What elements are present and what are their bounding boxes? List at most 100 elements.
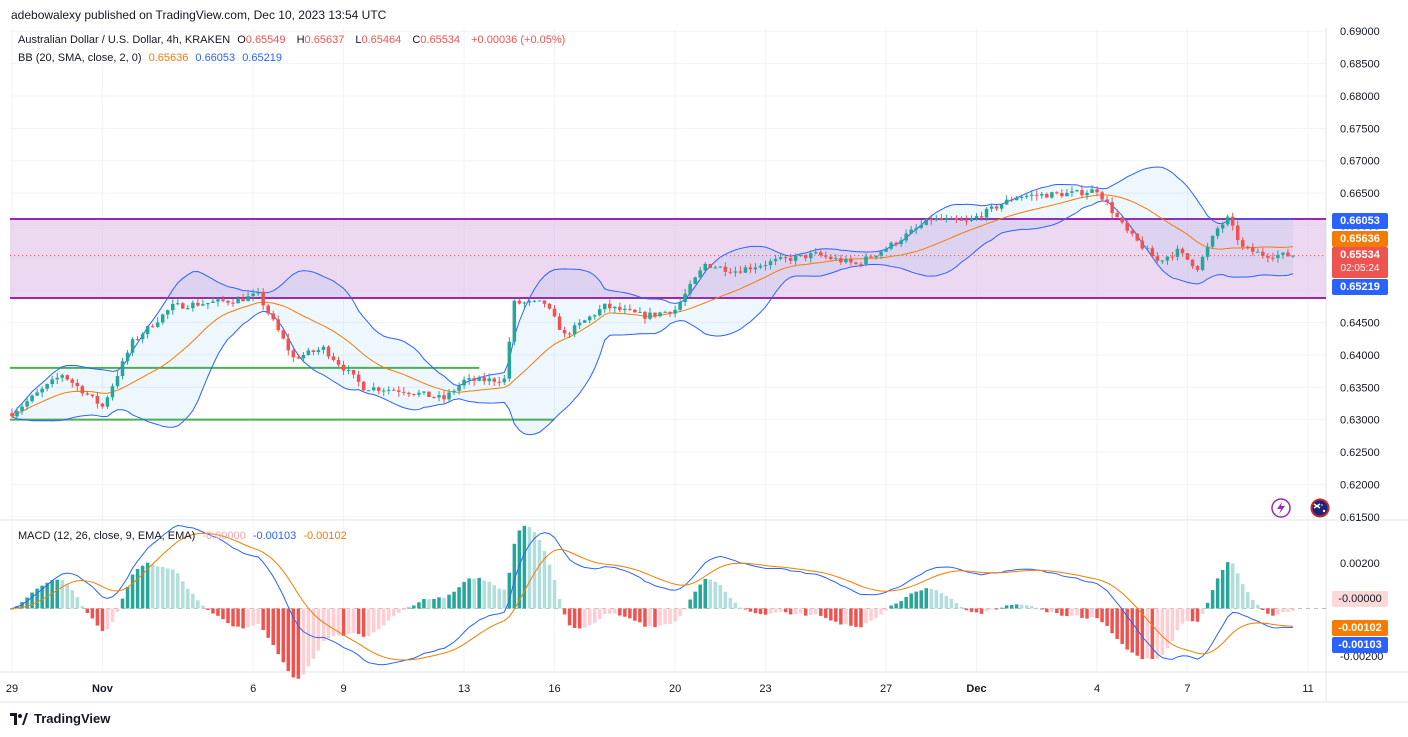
macd-histogram-bar [191, 593, 195, 609]
macd-histogram-bar [1235, 573, 1240, 609]
candle [55, 377, 59, 380]
symbol-title[interactable]: Australian Dollar / U.S. Dollar, 4h, KRA… [18, 34, 231, 46]
macd-histogram-bar [477, 577, 481, 609]
candle [567, 333, 572, 335]
candle [813, 252, 818, 254]
macd-histogram-bar [884, 608, 888, 611]
macd-histogram-bar [1261, 608, 1265, 610]
macd-histogram-bar [869, 608, 873, 621]
candle [663, 311, 667, 313]
candle [793, 255, 798, 261]
low-label: L [355, 34, 362, 46]
bb-lower-tag: 0.65219 [1332, 279, 1388, 295]
macd-histogram-bar [1004, 605, 1009, 609]
candle [1029, 194, 1034, 196]
candle [758, 265, 763, 268]
macd-histogram-bar [211, 608, 215, 614]
candle [1180, 248, 1185, 254]
macd-histogram-bar [824, 608, 828, 618]
macd-histogram-bar [266, 608, 270, 638]
macd-hist-tag: -0.00000 [1332, 591, 1388, 607]
macd-histogram-bar [1200, 608, 1205, 614]
macd-histogram-bar [793, 608, 798, 614]
candle [874, 255, 878, 258]
macd-histogram-bar [522, 525, 527, 609]
macd-histogram-bar [65, 584, 70, 609]
candle [728, 271, 733, 273]
price-tick-label: 0.69000 [1340, 26, 1380, 38]
macd-histogram-bar [738, 607, 743, 609]
macd-histogram-bar [356, 608, 361, 635]
candles [10, 185, 1295, 420]
candle [386, 389, 391, 391]
candle [1150, 248, 1155, 257]
candle [1070, 191, 1074, 193]
macd-histogram-bar [1175, 608, 1180, 631]
candle [80, 386, 85, 394]
macd-pane [10, 524, 1326, 679]
macd-tick-label: 0.00200 [1340, 558, 1380, 570]
candle [25, 401, 29, 407]
candle [110, 386, 115, 398]
candle [502, 378, 507, 383]
candle [1281, 252, 1285, 255]
candle [798, 254, 803, 256]
macd-histogram-bar [1291, 608, 1295, 611]
candle [1004, 199, 1009, 205]
candle [924, 219, 929, 225]
open-label: O [237, 34, 246, 46]
macd-histogram-bar [688, 599, 692, 609]
macd-histogram-bar [808, 608, 813, 615]
candle [1019, 196, 1024, 198]
macd-label[interactable]: MACD (12, 26, close, 9, EMA, EMA) [18, 530, 196, 542]
macd-histogram-bar [708, 579, 713, 609]
macd-histogram-bar [1014, 604, 1019, 609]
candle [1014, 197, 1019, 201]
macd-histogram-bar [1009, 605, 1014, 609]
candle [834, 258, 838, 260]
flag-button[interactable] [1310, 498, 1330, 518]
candle [115, 376, 120, 387]
bb-label[interactable]: BB (20, SMA, close, 2, 0) [18, 52, 142, 64]
macd-histogram-bar [120, 598, 125, 609]
time-tick-label: 4 [1094, 683, 1100, 695]
macd-histogram-bar [924, 588, 929, 609]
macd-histogram-bar [1205, 602, 1210, 609]
candle [60, 375, 64, 378]
candle [226, 300, 230, 303]
macd-histogram-bar [1095, 608, 1099, 619]
candle [100, 403, 105, 407]
macd-histogram-bar [889, 605, 893, 609]
macd-histogram-bar [813, 608, 818, 615]
macd-histogram-bar [733, 602, 738, 609]
candle [201, 304, 205, 306]
macd-histogram-bar [929, 589, 934, 609]
bb-upper-line [11, 166, 1294, 417]
candle [748, 267, 753, 270]
candle [1040, 194, 1044, 196]
price-tick-label: 0.62000 [1340, 479, 1380, 491]
macd-histogram-bar [1019, 604, 1024, 609]
macd-histogram-bar [834, 608, 838, 622]
candle [1130, 230, 1134, 234]
macd-histogram-bar [778, 608, 783, 612]
candle [286, 338, 291, 351]
macd-histogram-bar [909, 593, 913, 609]
macd-histogram-bar [472, 578, 476, 609]
macd-histogram-bar [201, 605, 205, 609]
lightning-button[interactable] [1271, 498, 1291, 518]
macd-histogram-bar [678, 608, 682, 616]
candle [969, 218, 974, 221]
macd-histogram-bar [979, 608, 984, 614]
macd-histogram-bar [105, 608, 110, 630]
candle [939, 217, 944, 220]
candle [1155, 256, 1160, 261]
macd-histogram-bar [1120, 608, 1124, 644]
candle [306, 350, 311, 355]
candle [155, 322, 160, 327]
candle [618, 306, 622, 311]
candle [608, 303, 612, 309]
macd-histogram-bar [45, 582, 49, 609]
footer-brand[interactable]: TradingView [10, 711, 110, 726]
